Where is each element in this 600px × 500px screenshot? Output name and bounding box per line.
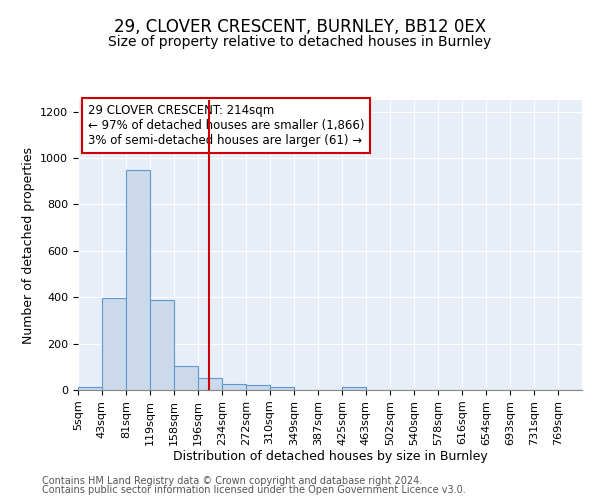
Bar <box>126 170 149 390</box>
Bar <box>342 387 366 390</box>
Text: Size of property relative to detached houses in Burnley: Size of property relative to detached ho… <box>109 35 491 49</box>
Bar <box>222 384 246 390</box>
Text: 29 CLOVER CRESCENT: 214sqm
← 97% of detached houses are smaller (1,866)
3% of se: 29 CLOVER CRESCENT: 214sqm ← 97% of deta… <box>88 104 365 148</box>
Bar <box>102 298 126 390</box>
Y-axis label: Number of detached properties: Number of detached properties <box>22 146 35 344</box>
Bar <box>78 386 102 390</box>
X-axis label: Distribution of detached houses by size in Burnley: Distribution of detached houses by size … <box>173 450 487 464</box>
Bar <box>149 300 174 390</box>
Bar <box>246 386 269 390</box>
Text: Contains public sector information licensed under the Open Government Licence v3: Contains public sector information licen… <box>42 485 466 495</box>
Text: Contains HM Land Registry data © Crown copyright and database right 2024.: Contains HM Land Registry data © Crown c… <box>42 476 422 486</box>
Bar <box>198 378 222 390</box>
Bar <box>269 387 294 390</box>
Bar <box>174 366 198 390</box>
Text: 29, CLOVER CRESCENT, BURNLEY, BB12 0EX: 29, CLOVER CRESCENT, BURNLEY, BB12 0EX <box>114 18 486 36</box>
